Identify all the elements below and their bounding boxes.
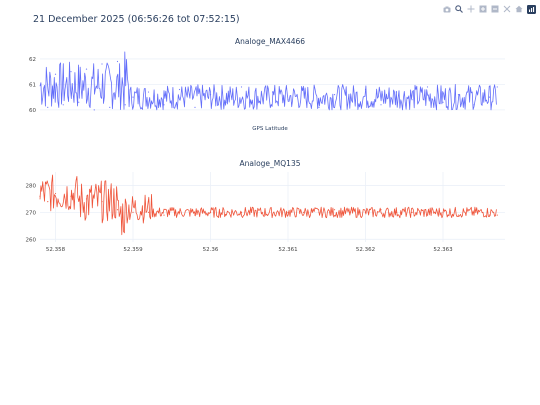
data-point — [271, 91, 274, 93]
y-tick-label: 270 — [26, 210, 37, 216]
chart-1: Analoge_MAX4466 60 61 62 GPS Latitude — [29, 37, 505, 132]
data-point — [240, 211, 243, 213]
data-point — [116, 209, 119, 211]
data-point — [442, 211, 444, 213]
data-point — [101, 201, 103, 203]
data-point — [209, 94, 212, 96]
data-point — [426, 86, 429, 88]
data-point — [496, 214, 498, 216]
plotly-logo-icon[interactable] — [526, 4, 536, 14]
chart-2: Analoge_MQ135 260 270 280 52.358 52.359 52.3… — [26, 159, 505, 253]
data-point — [78, 101, 80, 103]
y-tick-label: 60 — [29, 108, 36, 114]
zoom-out-icon[interactable] — [490, 4, 500, 14]
data-point — [395, 91, 398, 93]
y-tick-label: 280 — [26, 183, 37, 189]
x-tick-label: 52.362 — [356, 247, 375, 253]
data-point — [364, 211, 367, 213]
x-tick-label: 52.359 — [123, 247, 143, 253]
data-point — [163, 214, 165, 216]
x-tick-label: 52.36 — [203, 247, 219, 253]
data-point — [318, 211, 320, 213]
autoscale-icon[interactable] — [502, 4, 512, 14]
data-point — [302, 211, 305, 213]
data-point — [47, 106, 49, 108]
data-point — [85, 198, 88, 200]
y-tick-label: 61 — [29, 82, 36, 88]
series-line — [39, 174, 497, 236]
data-point — [457, 94, 460, 96]
data-point — [70, 71, 72, 73]
data-point — [256, 104, 258, 106]
data-point — [349, 101, 351, 103]
data-point — [163, 104, 165, 106]
data-point — [85, 68, 88, 70]
data-point — [488, 96, 491, 98]
data-point — [395, 211, 398, 213]
chart-2-title: Analoge_MQ135 — [240, 159, 301, 168]
x-tick-label: 52.361 — [278, 247, 297, 253]
data-point — [194, 214, 196, 216]
data-point — [225, 214, 227, 216]
zoom-icon[interactable] — [454, 4, 464, 14]
zoom-in-icon[interactable] — [478, 4, 488, 14]
data-point — [380, 104, 382, 106]
data-point — [101, 63, 103, 65]
data-point — [39, 195, 41, 197]
data-point — [488, 214, 491, 216]
data-point — [442, 101, 444, 103]
data-point — [54, 192, 57, 195]
data-point — [240, 86, 243, 88]
data-point — [318, 106, 320, 108]
chart-1-title: Analoge_MAX4466 — [235, 37, 305, 46]
camera-icon[interactable] — [442, 4, 452, 14]
data-point — [411, 211, 413, 213]
data-point — [132, 96, 134, 98]
data-point — [496, 86, 498, 88]
data-point — [287, 211, 289, 213]
data-point — [333, 94, 336, 96]
series-line — [39, 51, 497, 111]
data-point — [473, 211, 475, 213]
pan-icon[interactable] — [466, 4, 476, 14]
data-point — [132, 211, 134, 213]
data-point — [225, 101, 227, 103]
data-point — [147, 211, 150, 213]
data-point — [47, 201, 49, 203]
data-point — [271, 214, 274, 216]
data-point — [457, 214, 460, 216]
x-tick-label: 52.358 — [46, 247, 66, 253]
data-point — [333, 209, 336, 211]
y-tick-label: 62 — [29, 57, 36, 63]
data-point — [62, 104, 64, 106]
data-point — [426, 214, 429, 216]
data-point — [302, 88, 305, 91]
data-point — [209, 211, 212, 213]
data-point — [70, 195, 72, 197]
data-point — [116, 60, 119, 63]
x-tick-label: 52.363 — [433, 247, 453, 253]
modebar — [442, 4, 536, 14]
page-title: 21 December 2025 (06:56:26 tot 07:52:15) — [33, 14, 240, 25]
data-point — [124, 104, 126, 106]
chart-1-xlabel: GPS Latitude — [252, 126, 288, 132]
data-point — [178, 211, 181, 213]
reset-axes-icon[interactable] — [514, 4, 524, 14]
data-point — [178, 88, 181, 91]
data-point — [147, 91, 150, 93]
data-point — [287, 99, 289, 101]
data-point — [411, 99, 413, 101]
y-tick-label: 260 — [26, 237, 37, 243]
data-point — [256, 214, 258, 216]
data-point — [473, 104, 475, 106]
data-point — [109, 106, 111, 108]
data-point — [194, 106, 196, 108]
data-point — [349, 211, 351, 213]
data-point — [364, 88, 367, 91]
data-point — [54, 73, 57, 75]
data-point — [380, 209, 382, 211]
data-point — [93, 109, 95, 111]
